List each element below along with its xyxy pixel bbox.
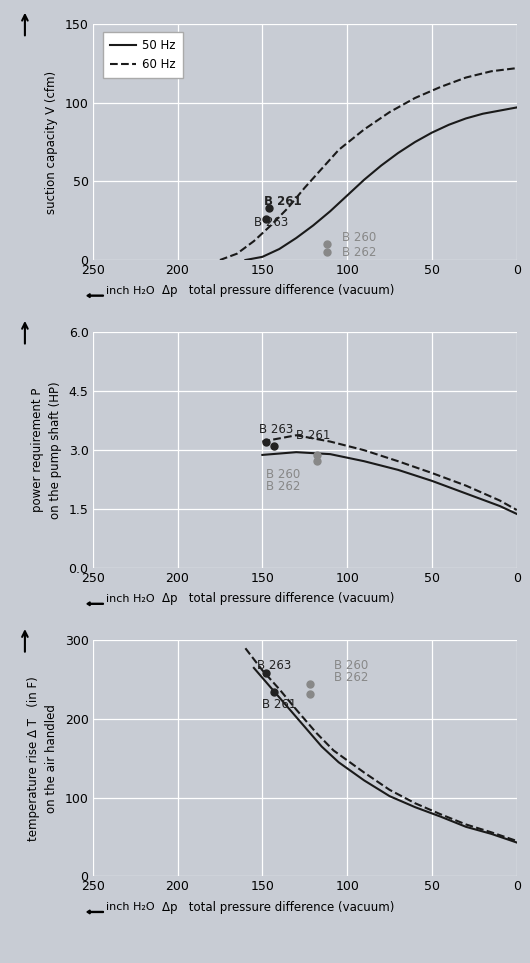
Text: B 260: B 260 [342,231,376,245]
Text: B 262: B 262 [333,671,368,684]
Y-axis label: suction capacity V (cfm): suction capacity V (cfm) [45,70,58,214]
Y-axis label: power requirement P
on the pump shaft (HP): power requirement P on the pump shaft (H… [31,381,61,519]
Text: Δp   total pressure difference (vacuum): Δp total pressure difference (vacuum) [162,900,394,914]
Text: inch H₂O: inch H₂O [106,286,155,296]
Text: B 263: B 263 [259,424,293,436]
Text: B 262: B 262 [266,480,300,493]
Text: B 262: B 262 [342,246,376,259]
Text: inch H₂O: inch H₂O [106,594,155,604]
Text: B 261: B 261 [262,698,297,712]
Text: B 261: B 261 [264,195,302,208]
Text: inch H₂O: inch H₂O [106,902,155,912]
Y-axis label: temperature rise Δ T   (in F)
on the air handled: temperature rise Δ T (in F) on the air h… [26,676,58,841]
Text: B 263: B 263 [257,659,292,672]
Legend: 50 Hz, 60 Hz: 50 Hz, 60 Hz [103,33,182,78]
Text: B 260: B 260 [333,659,368,672]
Text: Δp   total pressure difference (vacuum): Δp total pressure difference (vacuum) [162,592,394,606]
Text: Δp   total pressure difference (vacuum): Δp total pressure difference (vacuum) [162,284,394,298]
Text: B 261: B 261 [296,429,331,442]
Text: B 260: B 260 [266,468,300,482]
Text: B 263: B 263 [254,216,288,229]
